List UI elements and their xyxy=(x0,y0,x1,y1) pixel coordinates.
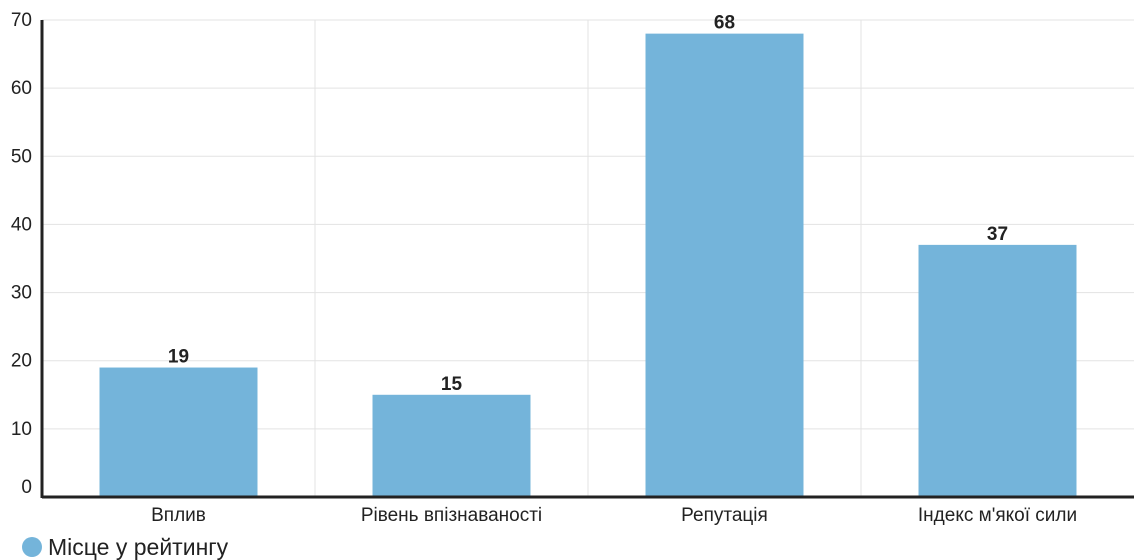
y-tick-label: 70 xyxy=(11,10,32,31)
legend-label: Місце у рейтингу xyxy=(48,534,229,560)
y-tick-label: 30 xyxy=(11,283,32,304)
bar-data-label: 37 xyxy=(987,224,1008,245)
x-tick-label: Рівень впізнаваності xyxy=(361,505,542,526)
y-tick-label: 0 xyxy=(21,477,32,498)
x-tick-label: Репутація xyxy=(681,505,768,526)
x-tick-label: Індекс м'якої сили xyxy=(918,505,1077,526)
bar-data-label: 19 xyxy=(168,347,189,368)
y-tick-label: 50 xyxy=(11,146,32,167)
y-tick-label: 40 xyxy=(11,214,32,235)
bar xyxy=(645,33,804,497)
y-tick-label: 10 xyxy=(11,419,32,440)
y-tick-label: 20 xyxy=(11,351,32,372)
bar xyxy=(918,244,1077,497)
legend: Місце у рейтингу xyxy=(22,535,228,559)
legend-swatch xyxy=(22,537,42,557)
bar xyxy=(372,394,531,497)
bar-data-label: 68 xyxy=(714,13,735,34)
y-tick-label: 60 xyxy=(11,78,32,99)
bar xyxy=(99,367,258,497)
bar-data-label: 15 xyxy=(441,374,463,395)
bar-chart: 0 10 20 30 40 50 60 70 19 Вплив 15 Рівень впізнаван… xyxy=(11,10,1134,526)
x-tick-label: Вплив xyxy=(151,505,206,526)
